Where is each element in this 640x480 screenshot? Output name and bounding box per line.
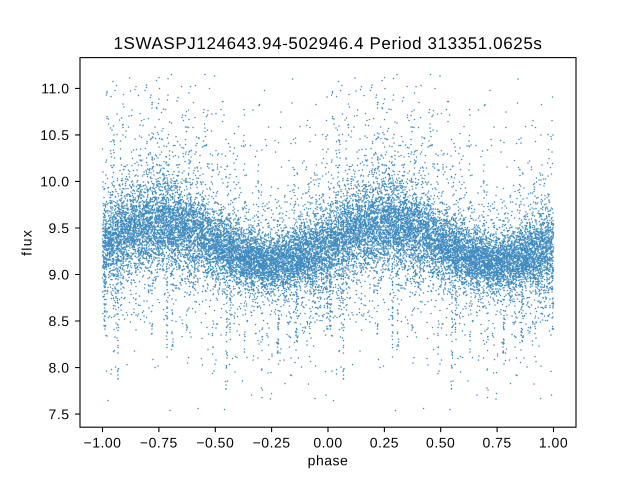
svg-text:1.00: 1.00 xyxy=(539,434,568,450)
svg-text:−1.00: −1.00 xyxy=(84,434,122,450)
svg-text:8.5: 8.5 xyxy=(49,313,70,329)
svg-text:10.0: 10.0 xyxy=(40,173,69,189)
svg-text:0.50: 0.50 xyxy=(426,434,455,450)
svg-text:9.0: 9.0 xyxy=(49,266,70,282)
svg-text:10.5: 10.5 xyxy=(40,127,69,143)
svg-text:−0.50: −0.50 xyxy=(196,434,234,450)
svg-text:flux: flux xyxy=(19,229,35,256)
svg-text:1SWASPJ124643.94-502946.4 Peri: 1SWASPJ124643.94-502946.4 Period 313351.… xyxy=(113,34,542,53)
svg-text:8.0: 8.0 xyxy=(49,360,70,376)
svg-text:0.00: 0.00 xyxy=(313,434,342,450)
svg-text:−0.75: −0.75 xyxy=(140,434,178,450)
svg-text:phase: phase xyxy=(308,452,349,468)
svg-text:7.5: 7.5 xyxy=(49,406,70,422)
svg-text:−0.25: −0.25 xyxy=(253,434,291,450)
svg-text:0.25: 0.25 xyxy=(370,434,399,450)
svg-text:11.0: 11.0 xyxy=(41,80,69,96)
svg-text:9.5: 9.5 xyxy=(49,220,70,236)
svg-text:0.75: 0.75 xyxy=(482,434,511,450)
